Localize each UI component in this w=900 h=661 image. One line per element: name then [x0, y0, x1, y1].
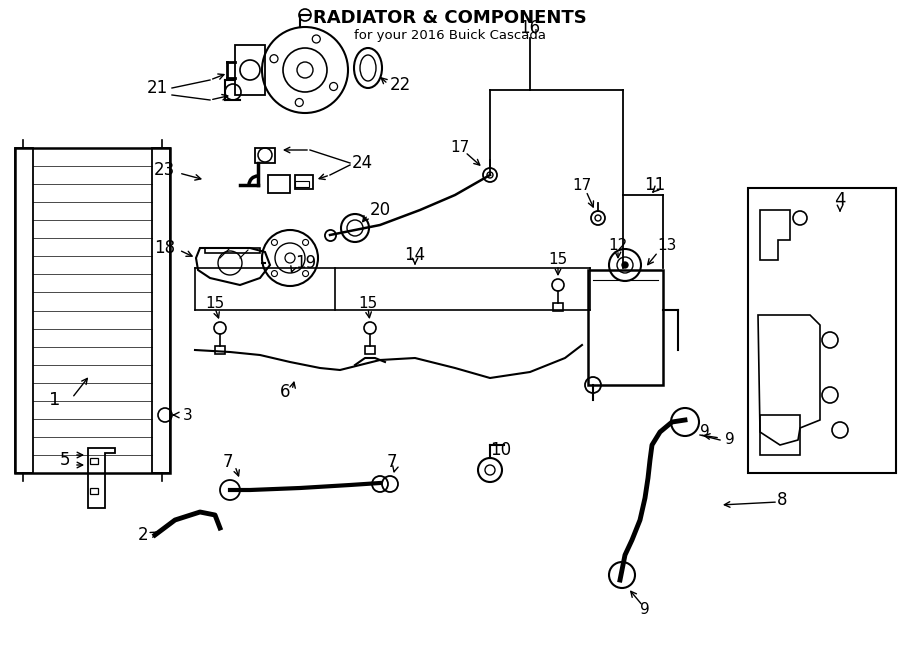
Bar	[152, 148, 170, 473]
Bar	[295, 181, 309, 187]
Text: 16: 16	[519, 19, 541, 37]
Bar	[255, 148, 275, 163]
Bar	[215, 346, 225, 354]
Bar	[90, 488, 98, 494]
Text: 9: 9	[725, 432, 734, 447]
Text: 8: 8	[777, 491, 788, 509]
Text: 11: 11	[644, 176, 666, 194]
Bar	[553, 303, 563, 311]
Circle shape	[622, 262, 628, 268]
Text: 1: 1	[50, 391, 60, 409]
Bar	[235, 45, 265, 95]
Bar	[268, 175, 290, 193]
Text: 10: 10	[490, 441, 511, 459]
Bar	[15, 148, 170, 473]
Text: 7: 7	[223, 453, 233, 471]
Text: RADIATOR & COMPONENTS: RADIATOR & COMPONENTS	[313, 9, 587, 27]
Bar	[365, 346, 375, 354]
Bar	[295, 175, 313, 189]
Text: 17: 17	[572, 178, 591, 192]
Bar	[205, 248, 260, 253]
Text: 9: 9	[640, 602, 650, 617]
Text: 15: 15	[205, 295, 225, 311]
Bar	[588, 270, 663, 385]
Text: 17: 17	[450, 141, 470, 155]
Text: 14: 14	[404, 246, 426, 264]
Text: 6: 6	[280, 383, 290, 401]
Text: 15: 15	[548, 253, 568, 268]
Text: 13: 13	[657, 237, 677, 253]
Text: 3: 3	[183, 407, 193, 422]
Text: 22: 22	[390, 76, 411, 94]
Text: 23: 23	[154, 161, 175, 179]
Bar	[90, 458, 98, 464]
Text: 24: 24	[352, 154, 374, 172]
Text: for your 2016 Buick Cascada: for your 2016 Buick Cascada	[354, 28, 546, 42]
Text: 21: 21	[147, 79, 168, 97]
Text: 19: 19	[295, 254, 316, 272]
Bar	[15, 148, 33, 473]
Bar	[760, 415, 800, 455]
Text: 20: 20	[370, 201, 392, 219]
Text: 12: 12	[608, 237, 627, 253]
Text: 18: 18	[154, 239, 175, 257]
Text: 9: 9	[700, 424, 710, 440]
Text: 4: 4	[834, 191, 846, 209]
Text: 7: 7	[387, 453, 397, 471]
Text: 5: 5	[59, 451, 70, 469]
Bar	[748, 188, 896, 473]
Text: 15: 15	[358, 295, 378, 311]
Text: 2: 2	[138, 526, 148, 544]
